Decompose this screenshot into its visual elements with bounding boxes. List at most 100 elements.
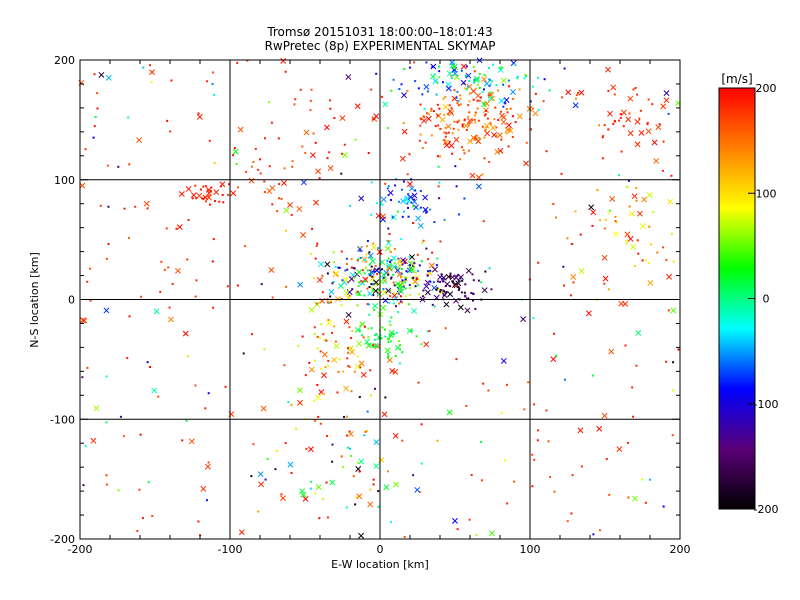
data-point-dot: [402, 210, 405, 213]
data-point-cross: [391, 292, 398, 299]
data-point-cross: [532, 110, 539, 117]
data-point-dot: [500, 66, 503, 69]
data-point-dot: [416, 269, 419, 272]
data-point-dot: [425, 247, 428, 250]
data-point-dot: [484, 128, 487, 131]
data-point-dot: [400, 272, 403, 275]
data-point-dot: [372, 478, 375, 481]
data-point-dot: [473, 70, 476, 73]
data-point-dot: [252, 161, 255, 164]
data-point-dot: [493, 118, 496, 121]
data-point-cross: [428, 262, 435, 269]
data-point-dot: [449, 272, 452, 275]
data-point-dot: [363, 280, 366, 283]
data-point-cross: [445, 85, 452, 92]
data-point-dot: [489, 123, 492, 126]
data-point-dot: [266, 457, 269, 460]
data-point-cross: [408, 267, 415, 274]
data-point-dot: [387, 240, 390, 243]
data-point-dot: [430, 107, 433, 110]
data-point-dot: [662, 140, 665, 143]
data-point-dot: [81, 376, 84, 379]
data-point-dot: [477, 119, 480, 122]
data-point-dot: [313, 333, 316, 336]
data-point-dot: [433, 221, 436, 224]
data-point-cross: [339, 115, 346, 122]
data-point-cross: [489, 95, 496, 102]
data-point-dot: [127, 116, 130, 119]
data-point-cross: [384, 347, 391, 354]
data-point-dot: [412, 276, 415, 279]
data-point-dot: [390, 89, 393, 92]
data-point-dot: [220, 185, 223, 188]
data-point-dot: [644, 501, 647, 504]
data-point-cross: [636, 210, 643, 217]
data-point-dot: [321, 274, 324, 277]
data-point-dot: [329, 107, 332, 110]
data-point-dot: [397, 311, 400, 314]
data-point-dot: [474, 307, 477, 310]
data-point-cross: [315, 484, 322, 491]
data-point-dot: [212, 71, 215, 74]
data-point-dot: [409, 266, 412, 269]
data-point-dot: [392, 333, 395, 336]
data-point-dot: [433, 305, 436, 308]
data-point-dot: [263, 348, 266, 351]
data-point-dot: [509, 107, 512, 110]
data-point-dot: [344, 269, 347, 272]
data-point-dot: [321, 291, 324, 294]
data-point-dot: [401, 263, 404, 266]
data-point-cross: [423, 83, 430, 90]
data-point-dot: [437, 124, 440, 127]
data-point-cross: [358, 532, 365, 539]
data-point-dot: [386, 127, 389, 130]
data-point-dot: [363, 294, 366, 297]
data-point-dot: [326, 301, 329, 304]
data-point-cross: [368, 269, 375, 276]
data-point-dot: [599, 219, 602, 222]
data-point-dot: [458, 213, 461, 216]
data-point-dot: [417, 87, 420, 90]
data-point-dot: [355, 496, 358, 499]
data-point-dot: [652, 210, 655, 213]
data-point-dot: [96, 92, 99, 95]
data-point-dot: [377, 505, 380, 508]
data-point-dot: [457, 285, 460, 288]
data-point-cross: [300, 232, 307, 238]
data-point-dot: [367, 303, 370, 306]
data-point-dot: [408, 303, 411, 306]
data-point-cross: [446, 409, 453, 416]
data-point-cross: [403, 196, 410, 203]
data-point-dot: [372, 118, 375, 121]
data-point-cross: [500, 77, 507, 84]
data-point-dot: [270, 121, 273, 124]
data-point-cross: [601, 412, 608, 419]
data-point-cross: [444, 281, 451, 288]
data-point-dot: [390, 263, 393, 266]
data-point-dot: [365, 429, 368, 432]
data-point-dot: [389, 324, 392, 327]
data-point-dot: [427, 113, 430, 116]
data-point-dot: [482, 220, 485, 223]
data-point-cross: [297, 399, 303, 406]
data-point-dot: [259, 158, 262, 161]
data-point-dot: [452, 280, 455, 283]
data-point-dot: [384, 277, 387, 280]
data-point-dot: [275, 449, 278, 452]
data-point-dot: [651, 103, 654, 106]
data-point-dot: [395, 178, 398, 181]
data-point-dot: [400, 301, 403, 304]
data-point-dot: [347, 351, 350, 354]
data-point-dot: [463, 152, 466, 155]
data-point-dot: [311, 227, 314, 230]
data-point-cross: [464, 307, 471, 314]
data-point-cross: [550, 356, 557, 363]
data-point-cross: [408, 185, 415, 192]
data-point-dot: [537, 108, 540, 111]
data-point-dot: [398, 264, 401, 267]
data-point-dot: [580, 465, 583, 468]
data-point-dot: [463, 291, 466, 294]
data-point-dot: [397, 266, 400, 269]
data-point-cross: [498, 97, 505, 104]
data-point-dot: [348, 326, 351, 329]
